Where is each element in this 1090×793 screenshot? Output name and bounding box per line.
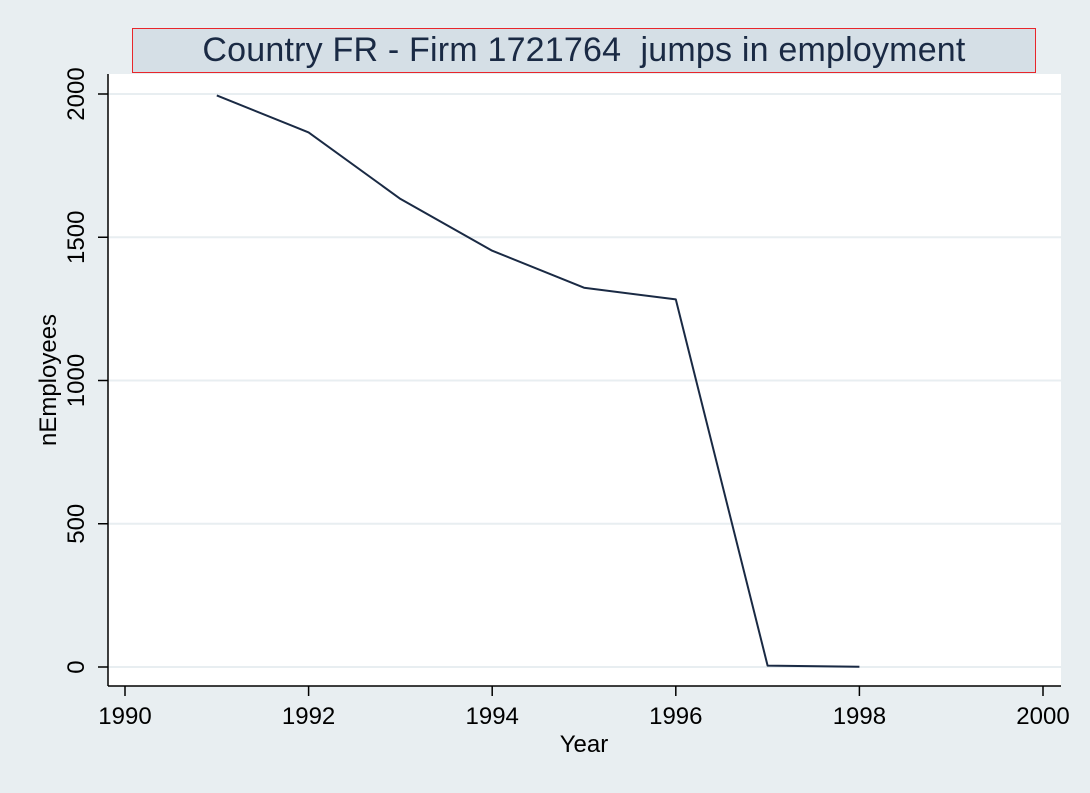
series-group — [216, 94, 860, 668]
x-axis-ticks: 1990 1992 1994 1996 1998 2000 — [98, 686, 1070, 730]
x-tick-label: 1998 — [833, 703, 886, 730]
x-tick-label: 1992 — [282, 703, 335, 730]
x-tick-label: 1996 — [649, 703, 702, 730]
y-tick-label: 500 — [63, 504, 90, 544]
chart-title: Country FR - Firm 1721764 jumps in emplo… — [202, 31, 966, 69]
x-tick-label: 1994 — [466, 703, 519, 730]
y-axis-ticks: 0 500 1000 1500 2000 — [63, 67, 108, 674]
y-tick-label: 2000 — [63, 67, 90, 120]
grid-lines — [108, 93, 1061, 668]
x-tick-label: 2000 — [1016, 703, 1069, 730]
y-tick-label: 0 — [63, 660, 90, 673]
x-axis-title: Year — [560, 731, 609, 758]
y-axis-title: nEmployees — [35, 314, 62, 446]
x-tick-label: 1990 — [98, 703, 151, 730]
series-line — [216, 94, 860, 668]
chart-title-box: Country FR - Firm 1721764 jumps in emplo… — [132, 28, 1036, 73]
y-tick-label: 1500 — [63, 211, 90, 264]
y-tick-label: 1000 — [63, 354, 90, 407]
